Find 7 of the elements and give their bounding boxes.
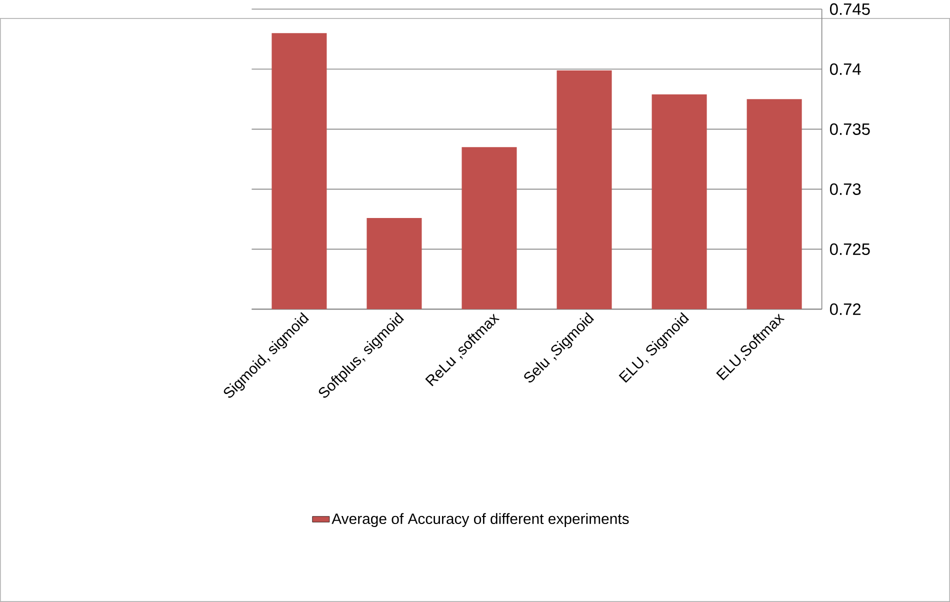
y-tick-label: 0.725	[830, 243, 870, 256]
y-tick-label: 0.73	[830, 183, 861, 196]
y-tick-label: 0.72	[830, 303, 861, 316]
legend-label: Average of Accuracy of different experiments	[332, 513, 629, 528]
y-tick-label: 0.74	[830, 63, 861, 75]
y-tick-label: 0.735	[830, 123, 870, 135]
y-tick-label: 0.745	[830, 3, 870, 15]
